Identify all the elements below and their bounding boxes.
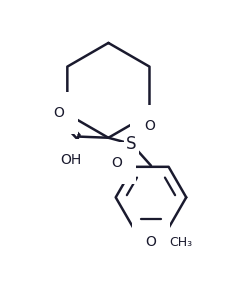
Text: O: O <box>54 106 64 120</box>
Text: O: O <box>144 119 155 133</box>
Text: CH₃: CH₃ <box>169 236 192 249</box>
Text: OH: OH <box>60 153 81 167</box>
Text: O: O <box>111 156 122 170</box>
Text: O: O <box>146 235 156 250</box>
Text: S: S <box>126 135 137 153</box>
